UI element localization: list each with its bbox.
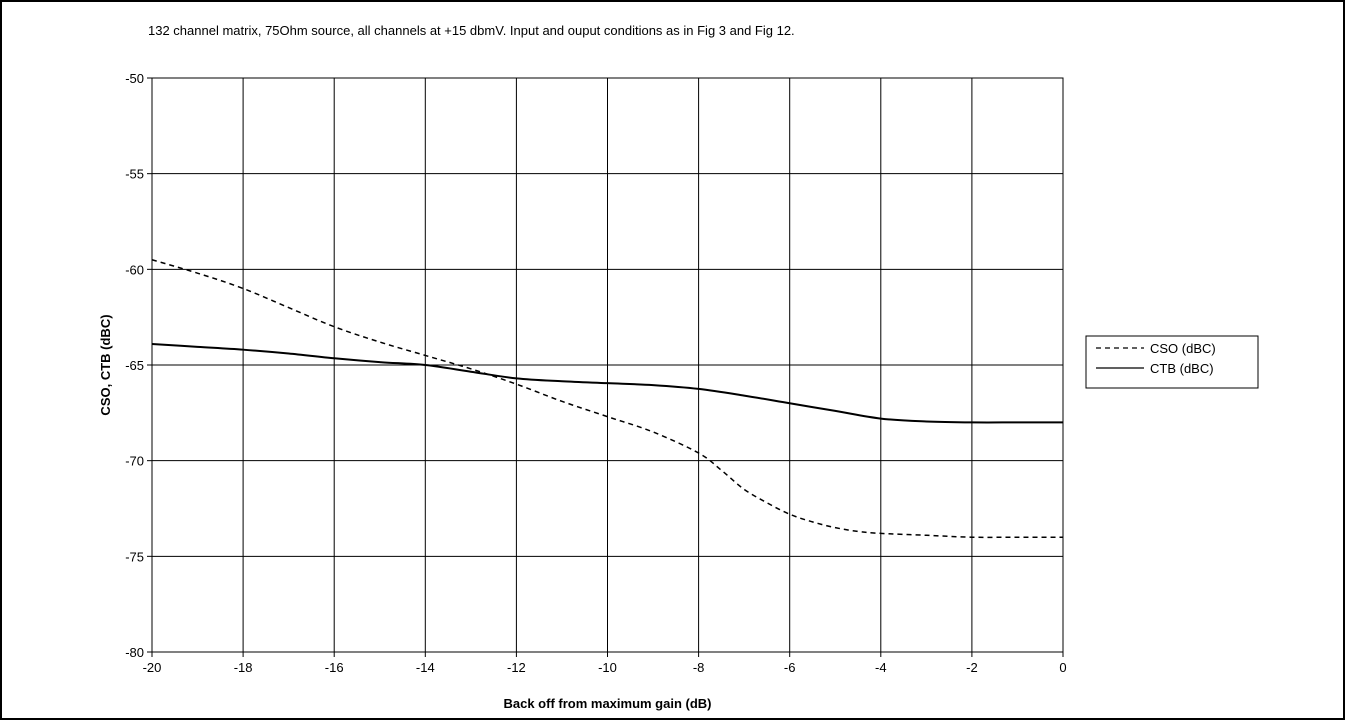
y-tick-label: -75 [125, 549, 144, 564]
x-tick-label: 0 [1059, 660, 1066, 675]
x-tick-label: -2 [966, 660, 978, 675]
x-tick-label: -16 [325, 660, 344, 675]
grid-lines [151, 77, 1064, 653]
x-tick-label: -6 [784, 660, 796, 675]
legend: CSO (dBC) CTB (dBC) [1085, 335, 1259, 389]
series-lines [151, 259, 1063, 539]
chart-title: 132 channel matrix, 75Ohm source, all ch… [148, 23, 795, 38]
x-axis-label: Back off from maximum gain (dB) [503, 696, 711, 711]
legend-label: CSO (dBC) [1150, 341, 1216, 356]
y-tick-label: -70 [125, 454, 144, 469]
y-tick-labels: -50 -55 -60 -65 -70 -75 -80 [125, 71, 152, 660]
x-tick-label: -18 [234, 660, 253, 675]
y-tick-label: -60 [125, 262, 144, 277]
x-tick-label: -14 [416, 660, 435, 675]
x-tick-label: -12 [507, 660, 526, 675]
x-tick-label: -4 [875, 660, 887, 675]
x-tick-label: -20 [143, 660, 162, 675]
y-axis-label: CSO, CTB (dBC) [98, 314, 113, 415]
x-tick-label: -8 [693, 660, 705, 675]
y-tick-label: -80 [125, 645, 144, 660]
legend-box [1085, 335, 1259, 389]
legend-label: CTB (dBC) [1150, 361, 1214, 376]
x-tick-label: -10 [598, 660, 617, 675]
y-tick-label: -55 [125, 167, 144, 182]
series-line-ctb [151, 342, 1063, 424]
y-tick-label: -65 [125, 358, 144, 373]
series-line-cso [151, 259, 1063, 539]
y-tick-label: -50 [125, 71, 144, 86]
x-tick-labels: -20 -18 -16 -14 -12 -10 -8 -6 -4 -2 0 [143, 652, 1067, 675]
